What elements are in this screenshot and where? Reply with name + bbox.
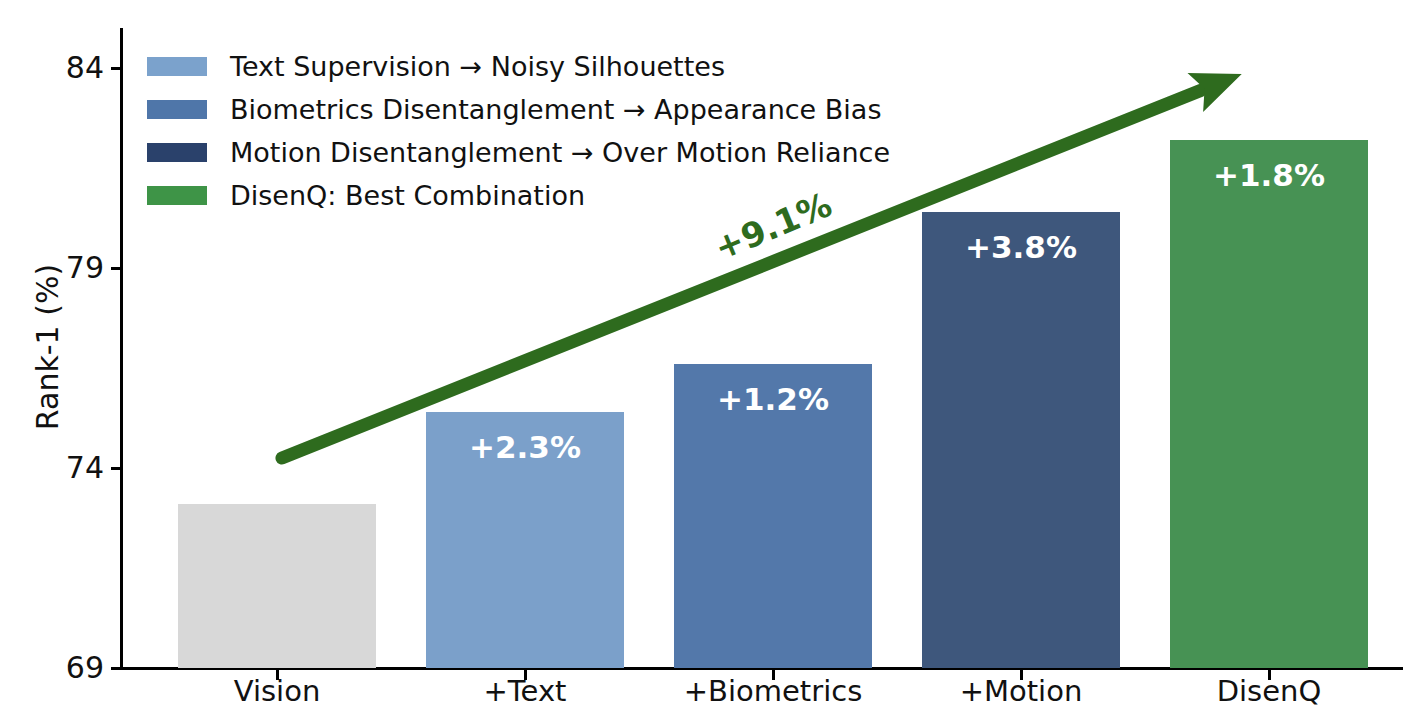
legend-swatch — [147, 100, 207, 119]
x-tick-label: +Motion — [891, 675, 1151, 707]
legend-item: DisenQ: Best Combination — [147, 174, 890, 217]
x-tick-label: +Biometrics — [643, 675, 903, 707]
y-tick-label: 69 — [0, 652, 104, 684]
legend-swatch — [147, 143, 207, 162]
bar-value-label: +2.3% — [469, 429, 581, 465]
bar-chart-figure: Rank-1 (%) 69 74 79 84 +2.3% +1.2% +3.8% +1.8%… — [0, 0, 1414, 712]
y-tick-mark — [111, 267, 121, 270]
x-tick-label: DisenQ — [1139, 675, 1399, 707]
legend-swatch — [147, 57, 207, 76]
y-tick-label: 74 — [0, 452, 104, 484]
y-axis-line — [120, 28, 123, 670]
x-tick-label: Vision — [147, 675, 407, 707]
legend-item: Motion Disentanglement → Over Motion Rel… — [147, 131, 890, 174]
legend-item: Biometrics Disentanglement → Appearance … — [147, 88, 890, 131]
legend-swatch — [147, 186, 207, 205]
y-tick-mark — [111, 667, 121, 670]
legend-item: Text Supervision → Noisy Silhouettes — [147, 45, 890, 88]
bar-disenq — [1170, 140, 1368, 668]
bar-value-label: +1.2% — [717, 381, 829, 417]
bar-motion — [922, 212, 1120, 668]
y-tick-mark — [111, 67, 121, 70]
x-tick-label: +Text — [395, 675, 655, 707]
legend-item-label: Text Supervision → Noisy Silhouettes — [230, 51, 725, 82]
y-axis-title: Rank-1 (%) — [30, 264, 65, 430]
y-tick-label: 84 — [0, 52, 104, 84]
bar-value-label: +1.8% — [1213, 157, 1325, 193]
bar-value-label: +3.8% — [965, 229, 1077, 265]
legend-item-label: Motion Disentanglement → Over Motion Rel… — [230, 137, 890, 168]
legend-item-label: DisenQ: Best Combination — [230, 180, 585, 211]
bar-vision — [178, 504, 376, 668]
y-tick-mark — [111, 467, 121, 470]
legend: Text Supervision → Noisy Silhouettes Bio… — [147, 45, 890, 217]
y-tick-label: 79 — [0, 252, 104, 284]
growth-arrow-head — [1187, 73, 1241, 112]
legend-item-label: Biometrics Disentanglement → Appearance … — [230, 94, 881, 125]
